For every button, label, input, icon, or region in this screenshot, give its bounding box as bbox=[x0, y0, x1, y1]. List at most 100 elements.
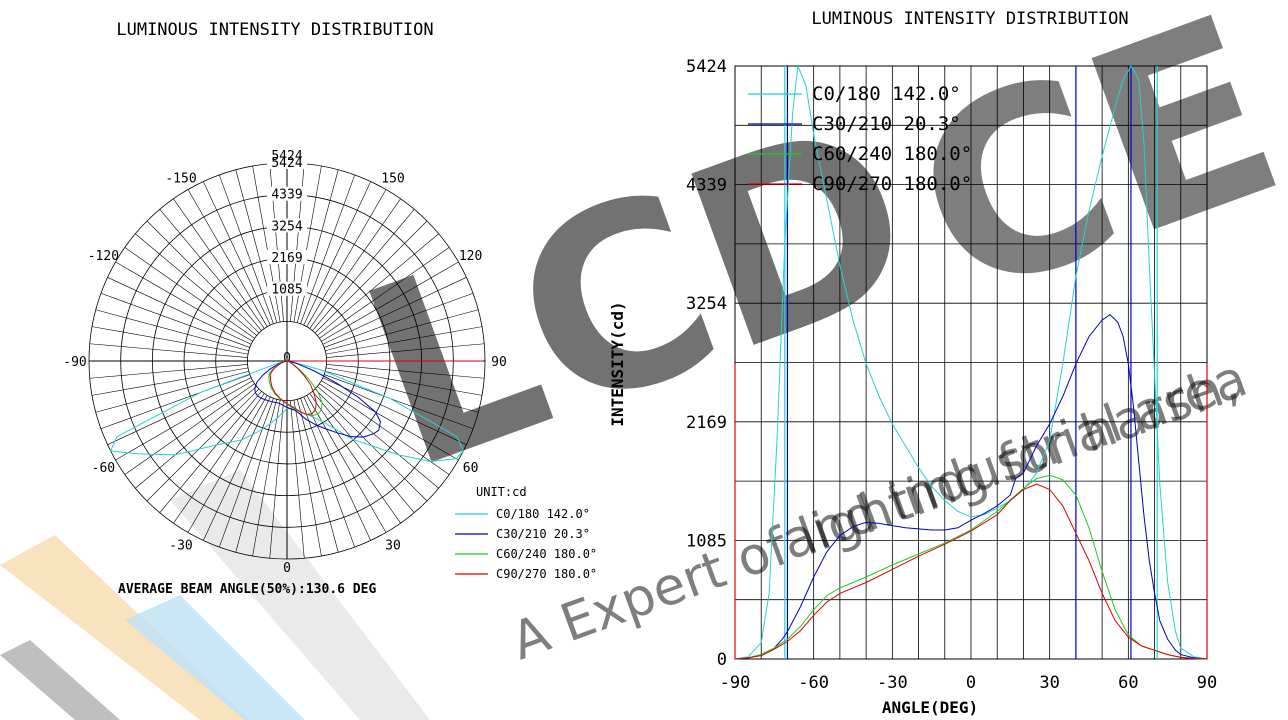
polar-series-curve bbox=[254, 360, 381, 438]
polar-spoke bbox=[159, 209, 262, 331]
cartesian-title: LUMINOUS INTENSITY DISTRIBUTION bbox=[811, 9, 1128, 29]
polar-spoke bbox=[324, 374, 474, 430]
polar-spoke bbox=[317, 386, 439, 489]
y-tick-label: 5424 bbox=[686, 57, 727, 77]
polar-spoke bbox=[293, 399, 322, 557]
angle-label: -60 bbox=[92, 461, 115, 476]
ring-label-bg bbox=[267, 218, 307, 233]
legend-label: C90/270 180.0° bbox=[812, 173, 972, 195]
ring-label: 2169 bbox=[271, 251, 302, 266]
plot-frame bbox=[734, 65, 1208, 660]
ring-label: 4339 bbox=[271, 188, 302, 203]
polar-spoke bbox=[321, 261, 459, 342]
cartesian-beam-markers bbox=[734, 66, 1208, 659]
polar-ring-labels: 1085 2169 3254 4339 5424 0 bbox=[267, 155, 307, 366]
polar-spoke bbox=[187, 395, 268, 533]
polar-spoke bbox=[312, 391, 415, 513]
polar-spoke bbox=[115, 261, 253, 342]
series-line bbox=[734, 483, 1208, 660]
polar-spoke bbox=[322, 377, 467, 445]
polar-spoke bbox=[296, 169, 339, 323]
polar-spoke bbox=[107, 377, 252, 445]
polar-legend-label: C0/180 142.0° bbox=[496, 507, 590, 521]
polar-unit-label: UNIT:cd bbox=[476, 485, 527, 499]
cartesian-chart: LUMINOUS INTENSITY DISTRIBUTION 0 1085 216… bbox=[608, 9, 1217, 717]
ring-label: 3254 bbox=[271, 219, 302, 234]
polar-spoke bbox=[306, 395, 387, 533]
watermark-stripe-grey bbox=[170, 470, 430, 720]
angle-label: 0 bbox=[283, 561, 291, 576]
y-tick-label: 1085 bbox=[686, 531, 727, 551]
legend-label: C30/210 20.3° bbox=[812, 113, 961, 135]
polar-spoke bbox=[235, 169, 278, 323]
polar-spoke bbox=[317, 233, 439, 336]
polar-spoke bbox=[314, 220, 428, 334]
y-tick-label: 4339 bbox=[686, 176, 727, 196]
polar-spoke bbox=[319, 247, 450, 339]
ring-label-zero: 0 bbox=[283, 351, 291, 366]
polar-spoke bbox=[325, 326, 483, 355]
polar-angle-labels: 5424 150 -150 120 -120 90 -90 60 -60 30 -30 0 bbox=[63, 149, 507, 576]
angle-label: 30 bbox=[385, 539, 401, 554]
polar-spoke bbox=[325, 309, 479, 352]
polar-spoke bbox=[326, 364, 485, 379]
polar-chart: LUMINOUS INTENSITY DISTRIBUTION 1085 2169… bbox=[63, 20, 597, 597]
polar-spoke bbox=[107, 277, 252, 345]
angle-label: -150 bbox=[165, 171, 196, 186]
polar-spoke bbox=[300, 174, 356, 324]
ring-label-bg bbox=[267, 281, 307, 296]
polar-spoke bbox=[218, 398, 274, 548]
ring-label-bg bbox=[267, 250, 307, 265]
polar-spoke bbox=[322, 277, 467, 345]
x-tick-label: -60 bbox=[798, 673, 829, 693]
legend-label: C0/180 142.0° bbox=[812, 83, 961, 105]
x-tick-label: -30 bbox=[877, 673, 908, 693]
y-tick-labels: 0 1085 2169 3254 4339 5424 bbox=[686, 57, 727, 670]
polar-title: LUMINOUS INTENSITY DISTRIBUTION bbox=[116, 20, 433, 40]
y-tick-label: 3254 bbox=[686, 294, 727, 314]
polar-spoke bbox=[326, 343, 485, 358]
polar-spoke bbox=[159, 391, 262, 513]
polar-spoke bbox=[203, 396, 271, 541]
polar-spoke bbox=[325, 367, 483, 396]
polar-spoke bbox=[252, 399, 281, 557]
polar-spoke bbox=[300, 398, 356, 548]
polar-spoke bbox=[309, 393, 401, 524]
polar-spoke bbox=[95, 370, 249, 413]
x-tick-label: 90 bbox=[1197, 673, 1217, 693]
ring-label: 5424 bbox=[271, 156, 302, 171]
angle-label: 60 bbox=[463, 461, 479, 476]
angle-label: 90 bbox=[491, 355, 507, 370]
polar-spoke bbox=[303, 396, 371, 541]
polar-spoke bbox=[303, 181, 371, 326]
angle-label: 150 bbox=[381, 171, 404, 186]
angle-label: 5424 bbox=[271, 149, 302, 164]
polar-spoke bbox=[290, 400, 305, 559]
polar-spoke bbox=[135, 233, 257, 336]
cartesian-legend: C0/180 142.0° C30/210 20.3° C60/240 180.0°… bbox=[748, 83, 972, 195]
polar-spoke bbox=[91, 367, 249, 396]
angle-label: -30 bbox=[169, 539, 192, 554]
x-tick-label: 30 bbox=[1039, 673, 1059, 693]
cartesian-curves bbox=[734, 64, 1208, 660]
polar-spoke bbox=[146, 220, 260, 334]
angle-label: -120 bbox=[88, 249, 119, 264]
series-line bbox=[734, 64, 1208, 660]
watermark-tagline-2: and industrial area bbox=[774, 348, 1255, 572]
polar-spoke bbox=[203, 181, 271, 326]
y-tick-label: 2169 bbox=[686, 413, 727, 433]
polar-spoke bbox=[100, 292, 250, 348]
legend-label: C60/240 180.0° bbox=[812, 143, 972, 165]
polar-spoke bbox=[306, 189, 387, 327]
angle-label: 120 bbox=[459, 249, 482, 264]
polar-spoke bbox=[293, 165, 322, 323]
polar-spoke bbox=[252, 165, 281, 323]
polar-spoke bbox=[321, 380, 459, 461]
polar-series-curve bbox=[269, 360, 317, 415]
polar-spoke bbox=[218, 174, 274, 324]
x-tick-label: -90 bbox=[720, 673, 751, 693]
watermark-stripe-grey-dark bbox=[0, 640, 120, 720]
angle-label: -90 bbox=[63, 355, 86, 370]
watermark-stripe-orange bbox=[0, 535, 250, 720]
polar-spoke bbox=[89, 343, 248, 358]
